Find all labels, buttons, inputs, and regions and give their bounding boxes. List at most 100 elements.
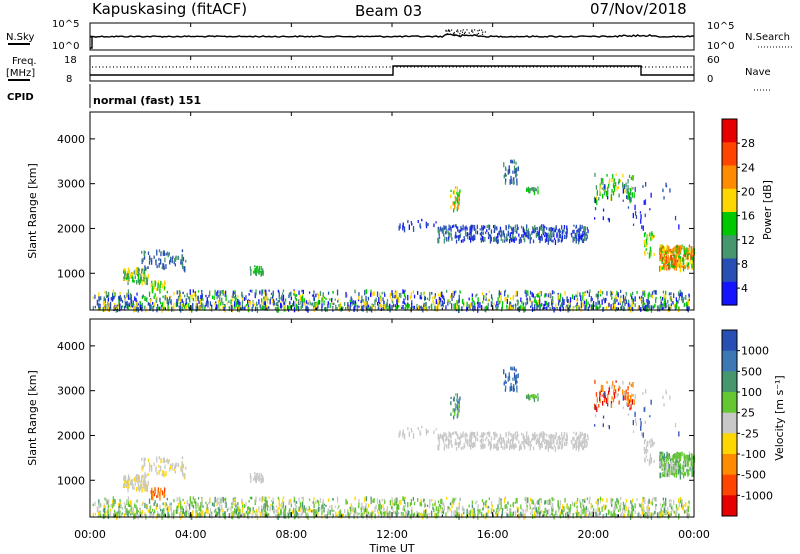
echo-cell <box>468 233 470 236</box>
echo-cell <box>593 511 595 514</box>
echo-cell <box>649 232 651 237</box>
echo-cell <box>509 297 512 300</box>
echo-cell <box>179 509 181 512</box>
echo-cell <box>403 301 405 305</box>
echo-cell <box>665 502 667 507</box>
echo-cell <box>490 436 493 441</box>
echo-cell <box>185 306 187 311</box>
echo-cell <box>305 513 307 518</box>
echo-cell <box>532 229 534 234</box>
echo-cell <box>498 302 500 306</box>
echo-cell <box>179 305 181 310</box>
echo-cell <box>575 235 577 240</box>
echo-cell <box>498 230 501 235</box>
echo-cell <box>529 497 532 502</box>
echo-cell <box>645 445 647 451</box>
echo-cell <box>141 509 143 516</box>
echo-cell <box>184 305 186 309</box>
echo-cell <box>167 510 169 517</box>
echo-cell <box>625 389 627 395</box>
echo-cell <box>512 511 515 516</box>
echo-cell <box>105 511 107 517</box>
echo-cell <box>512 445 514 449</box>
echo-cell <box>552 434 554 439</box>
echo-cell <box>184 294 186 298</box>
echo-cell <box>407 427 409 431</box>
echo-cell <box>544 438 547 443</box>
echo-cell <box>513 366 515 371</box>
echo-cell <box>632 508 635 512</box>
echo-cell <box>490 229 493 234</box>
echo-cell <box>443 239 445 244</box>
echo-cell <box>687 262 689 266</box>
echo-cell <box>661 261 663 264</box>
echo-cell <box>144 485 147 491</box>
echo-cell <box>157 494 159 498</box>
echo-cell <box>508 373 510 379</box>
echo-cell <box>299 506 301 512</box>
echo-cell <box>556 232 558 238</box>
echo-cell <box>173 467 175 472</box>
echo-cell <box>234 306 236 309</box>
echo-cell <box>146 504 148 510</box>
echo-cell <box>510 179 512 184</box>
echo-cell <box>419 295 421 300</box>
echo-cell <box>344 509 346 513</box>
echo-cell <box>664 506 666 513</box>
echo-cell <box>627 184 629 188</box>
echo-cell <box>502 446 504 450</box>
echo-cell <box>360 305 362 310</box>
echo-cell <box>298 290 300 295</box>
echo-cell <box>216 502 218 507</box>
echo-cell <box>402 301 404 304</box>
echo-cell <box>503 174 505 179</box>
echo-cell <box>505 166 507 171</box>
echo-cell <box>185 513 187 518</box>
echo-cell <box>662 266 664 270</box>
echo-cell <box>554 239 557 245</box>
echo-cell <box>471 500 473 504</box>
echo-cell <box>553 434 555 437</box>
echo-cell <box>313 497 315 501</box>
echo-cell <box>215 511 218 517</box>
echo-cell <box>120 305 123 310</box>
echo-cell <box>196 303 198 307</box>
echo-cell <box>365 302 367 306</box>
echo-cell <box>659 247 661 251</box>
echo-cell <box>625 498 627 502</box>
echo-cell <box>440 297 442 302</box>
echo-cell <box>512 503 514 506</box>
echo-cell <box>259 497 261 502</box>
echo-cell <box>144 502 146 509</box>
echo-cell <box>609 178 611 183</box>
echo-cell <box>627 402 629 407</box>
echo-cell <box>599 391 601 397</box>
echo-cell <box>419 513 421 516</box>
echo-cell <box>222 301 224 305</box>
echo-cell <box>248 500 250 503</box>
echo-cell <box>692 258 694 263</box>
echo-cell <box>175 301 177 308</box>
echo-cell <box>632 212 634 219</box>
echo-cell <box>207 509 209 515</box>
echo-cell <box>515 437 518 441</box>
echo-cell <box>137 484 139 491</box>
echo-cell <box>169 503 171 508</box>
echo-cell <box>612 174 614 179</box>
echo-cell <box>147 480 149 486</box>
echo-cell <box>476 224 478 230</box>
echo-cell <box>554 436 556 440</box>
echo-cell <box>128 483 130 489</box>
echo-cell <box>448 299 450 303</box>
echo-cell <box>107 506 109 509</box>
echo-cell <box>123 475 126 480</box>
echo-cell <box>625 299 627 304</box>
echo-cell <box>486 225 488 228</box>
echo-cell <box>670 502 672 508</box>
echo-cell <box>625 182 627 188</box>
echo-cell <box>119 296 121 303</box>
echo-cell <box>638 512 640 518</box>
echo-cell <box>578 306 580 310</box>
echo-cell <box>391 506 393 509</box>
echo-cell <box>445 226 447 230</box>
